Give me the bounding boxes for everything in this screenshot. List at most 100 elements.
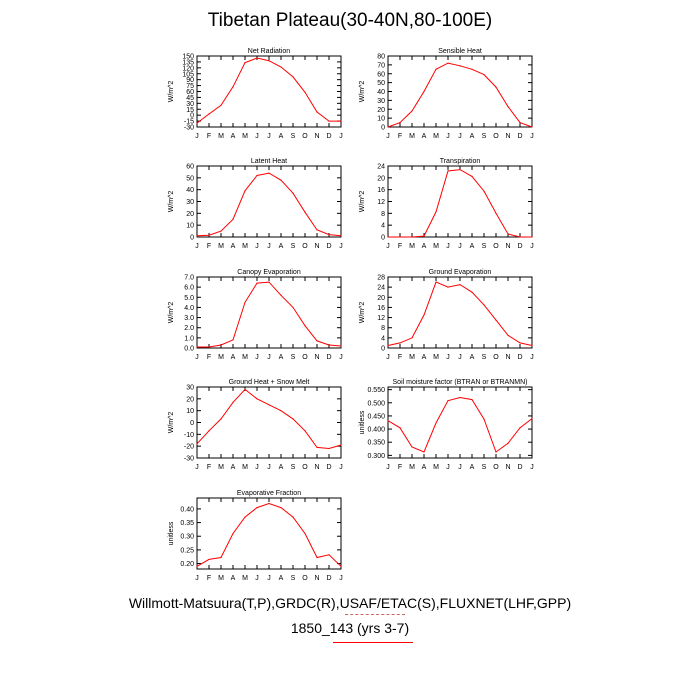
x-tick-label: S: [291, 464, 296, 471]
data-point: [304, 211, 306, 213]
x-tick-label: O: [302, 354, 308, 361]
data-point: [232, 218, 234, 220]
x-tick-label: S: [482, 354, 487, 361]
data-point: [232, 339, 234, 341]
y-tick-label: 10: [186, 223, 194, 230]
data-point: [244, 388, 246, 390]
y-tick-label: -30: [184, 125, 194, 132]
data-point: [435, 68, 437, 70]
x-tick-label: D: [517, 133, 522, 140]
y-tick-label: 4.0: [184, 305, 194, 312]
x-tick-label: J: [195, 133, 199, 140]
y-tick-label: 0.550: [367, 387, 385, 394]
y-axis-label: unitless: [168, 521, 175, 545]
data-point: [459, 65, 461, 67]
footer-case-name: 1850_143 (yrs 3-7): [290, 620, 410, 636]
data-point: [471, 68, 473, 70]
data-point: [196, 443, 198, 445]
x-tick-label: M: [218, 464, 224, 471]
data-point: [232, 532, 234, 535]
chart-panel: Net Radiation W/m^2 -30-150153045607590105…: [168, 48, 343, 140]
x-tick-label: D: [326, 575, 331, 582]
y-tick-label: 105: [182, 71, 194, 78]
plot-frame: [196, 165, 342, 238]
data-point: [232, 401, 234, 403]
x-tick-label: N: [505, 464, 510, 471]
x-tick-label: J: [386, 464, 390, 471]
y-tick-label: 50: [377, 80, 385, 87]
data-point: [387, 236, 389, 238]
x-tick-label: M: [433, 464, 439, 471]
y-tick-label: 20: [377, 107, 385, 114]
data-point: [483, 74, 485, 76]
x-tick-label: D: [517, 464, 522, 471]
data-point: [280, 66, 282, 68]
data-point: [399, 121, 401, 124]
data-point: [519, 427, 521, 429]
x-tick-label: A: [231, 354, 236, 361]
data-point: [244, 62, 246, 64]
y-tick-label: 0.30: [180, 534, 194, 541]
y-tick-label: -15: [184, 119, 194, 126]
data-point: [328, 120, 330, 122]
y-tick-label: 30: [377, 98, 385, 105]
series-line: [196, 172, 342, 237]
x-tick-label: A: [470, 464, 475, 471]
x-tick-label: A: [422, 354, 427, 361]
data-point: [483, 304, 485, 306]
data-point: [340, 565, 342, 567]
x-tick-label: J: [446, 243, 450, 250]
chart-panel: Soil moisture factor (BTRAN or BTRANMN) u…: [359, 379, 534, 471]
x-tick-label: J: [386, 133, 390, 140]
x-tick-label: N: [505, 354, 510, 361]
data-point: [495, 319, 497, 321]
data-point: [208, 346, 210, 348]
data-point: [471, 291, 473, 293]
x-tick-label: A: [470, 243, 475, 250]
data-point: [447, 286, 449, 288]
x-tick-label: J: [458, 243, 462, 250]
x-tick-label: J: [267, 575, 271, 582]
x-tick-label: N: [505, 133, 510, 140]
y-tick-label: 2.0: [184, 325, 194, 332]
data-point: [256, 174, 258, 177]
x-tick-label: J: [458, 464, 462, 471]
x-tick-label: M: [242, 464, 248, 471]
data-point: [232, 86, 234, 88]
data-point: [316, 556, 318, 559]
x-tick-label: N: [314, 133, 319, 140]
x-tick-label: A: [231, 464, 236, 471]
x-tick-label: M: [218, 133, 224, 140]
x-tick-label: J: [446, 354, 450, 361]
data-point: [220, 418, 222, 420]
panel-title: Soil moisture factor (BTRAN or BTRANMN): [393, 379, 528, 386]
data-point: [208, 430, 210, 432]
x-tick-label: J: [530, 243, 534, 250]
data-point: [196, 122, 198, 124]
data-point: [447, 400, 449, 402]
y-tick-label: 20: [186, 211, 194, 218]
x-tick-label: J: [255, 354, 259, 361]
plot-frame: [387, 55, 533, 128]
data-point: [220, 556, 222, 559]
data-point: [328, 344, 330, 346]
x-tick-label: O: [302, 133, 308, 140]
data-point: [244, 190, 246, 192]
x-tick-label: F: [207, 575, 211, 582]
x-tick-label: F: [398, 243, 402, 250]
y-tick-label: 7.0: [184, 275, 194, 282]
data-point: [519, 342, 521, 344]
y-axis-label: W/m^2: [168, 81, 175, 103]
x-tick-label: A: [231, 243, 236, 250]
x-tick-label: M: [409, 133, 415, 140]
x-tick-label: S: [482, 243, 487, 250]
y-tick-label: 20: [377, 175, 385, 182]
data-point: [292, 76, 294, 78]
x-tick-label: A: [422, 133, 427, 140]
series-line: [196, 502, 342, 567]
plot-frame: [196, 55, 342, 128]
series-line: [196, 388, 342, 450]
data-point: [268, 172, 270, 174]
y-tick-label: 0: [381, 235, 385, 242]
